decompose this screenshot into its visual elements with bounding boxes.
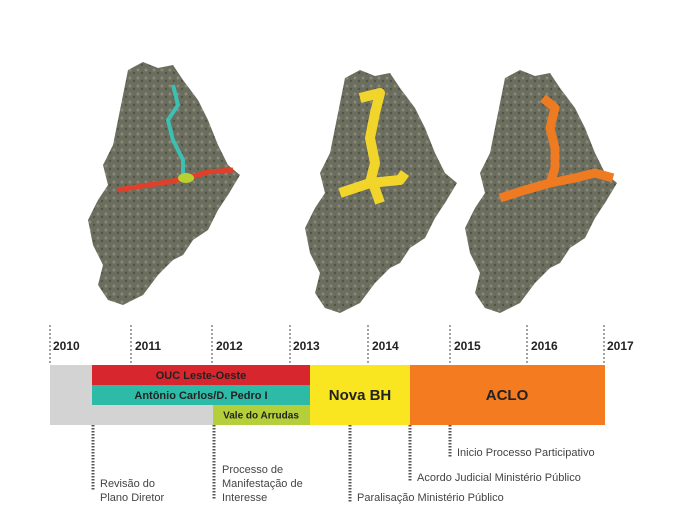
bar-label: ACLO bbox=[486, 387, 529, 404]
event-label: Inicio Processo Participativo bbox=[457, 447, 595, 459]
year-label: 2010 bbox=[53, 339, 80, 353]
bar-label: Antônio Carlos/D. Pedro I bbox=[134, 390, 267, 402]
event-label: Revisão do bbox=[100, 478, 155, 490]
map-1 bbox=[88, 62, 240, 305]
event-label: Paralisação Ministério Público bbox=[357, 492, 504, 504]
event-label: Interesse bbox=[222, 492, 267, 504]
bar-aclo bbox=[410, 365, 605, 425]
year-label: 2016 bbox=[531, 339, 558, 353]
bar-vale-arrudas bbox=[213, 405, 310, 425]
map-3 bbox=[465, 70, 617, 313]
year-label: 2015 bbox=[454, 339, 481, 353]
event-label: Processo de bbox=[222, 464, 283, 476]
event-label: Acordo Judicial Ministério Público bbox=[417, 472, 581, 484]
bar-ouc bbox=[92, 365, 310, 385]
year-label: 2011 bbox=[135, 339, 161, 353]
year-axis: 2010 2011 2012 2013 2014 2015 2016 2017 bbox=[49, 325, 634, 365]
year-label: 2014 bbox=[372, 339, 399, 353]
bar-label: OUC Leste-Oeste bbox=[156, 370, 246, 382]
bar-antonio-carlos bbox=[92, 385, 310, 405]
year-label: 2017 bbox=[607, 339, 634, 353]
event-label: Manifestação de bbox=[222, 478, 303, 490]
bar-label: Vale do Arrudas bbox=[223, 411, 299, 422]
bar-label: Nova BH bbox=[329, 387, 392, 404]
event-label: Plano Diretor bbox=[100, 492, 165, 504]
bar-nova-bh bbox=[310, 365, 410, 425]
year-label: 2013 bbox=[293, 339, 320, 353]
map-2 bbox=[305, 70, 457, 313]
year-label: 2012 bbox=[216, 339, 243, 353]
